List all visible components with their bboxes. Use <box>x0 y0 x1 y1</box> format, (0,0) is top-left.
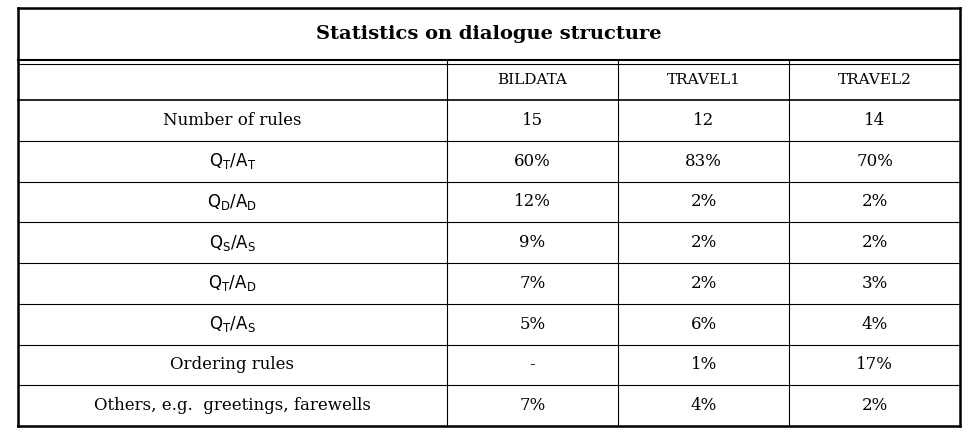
Text: 17%: 17% <box>856 356 892 373</box>
Text: 7%: 7% <box>519 397 545 414</box>
Text: $\mathrm{Q_D/A_D}$: $\mathrm{Q_D/A_D}$ <box>207 192 257 212</box>
Text: TRAVEL1: TRAVEL1 <box>666 73 740 87</box>
Text: 2%: 2% <box>861 234 887 251</box>
Text: 14: 14 <box>864 112 884 129</box>
Text: -: - <box>529 356 534 373</box>
Text: 2%: 2% <box>690 234 716 251</box>
Text: 12: 12 <box>693 112 713 129</box>
Text: 83%: 83% <box>685 153 721 170</box>
Text: 2%: 2% <box>690 194 716 210</box>
Text: 6%: 6% <box>690 316 716 332</box>
Text: 9%: 9% <box>519 234 545 251</box>
Text: Ordering rules: Ordering rules <box>170 356 294 373</box>
Text: 12%: 12% <box>513 194 550 210</box>
Text: Statistics on dialogue structure: Statistics on dialogue structure <box>316 25 661 43</box>
Text: Number of rules: Number of rules <box>163 112 301 129</box>
Text: $\mathrm{Q_S/A_S}$: $\mathrm{Q_S/A_S}$ <box>208 233 256 253</box>
Text: 7%: 7% <box>519 275 545 292</box>
Text: $\mathrm{Q_T/A_T}$: $\mathrm{Q_T/A_T}$ <box>208 151 256 171</box>
Text: 4%: 4% <box>861 316 887 332</box>
Text: 4%: 4% <box>690 397 716 414</box>
Text: 15: 15 <box>522 112 542 129</box>
Text: TRAVEL2: TRAVEL2 <box>837 73 911 87</box>
Text: $\mathrm{Q_T/A_S}$: $\mathrm{Q_T/A_S}$ <box>209 314 255 334</box>
Text: BILDATA: BILDATA <box>497 73 567 87</box>
Text: 1%: 1% <box>690 356 716 373</box>
Text: 5%: 5% <box>519 316 545 332</box>
Text: Others, e.g.  greetings, farewells: Others, e.g. greetings, farewells <box>94 397 370 414</box>
Text: 2%: 2% <box>861 397 887 414</box>
Text: 3%: 3% <box>861 275 887 292</box>
Text: 60%: 60% <box>514 153 550 170</box>
Text: 70%: 70% <box>856 153 892 170</box>
Text: 2%: 2% <box>861 194 887 210</box>
Text: $\mathrm{Q_T/A_D}$: $\mathrm{Q_T/A_D}$ <box>208 273 256 293</box>
Text: 2%: 2% <box>690 275 716 292</box>
